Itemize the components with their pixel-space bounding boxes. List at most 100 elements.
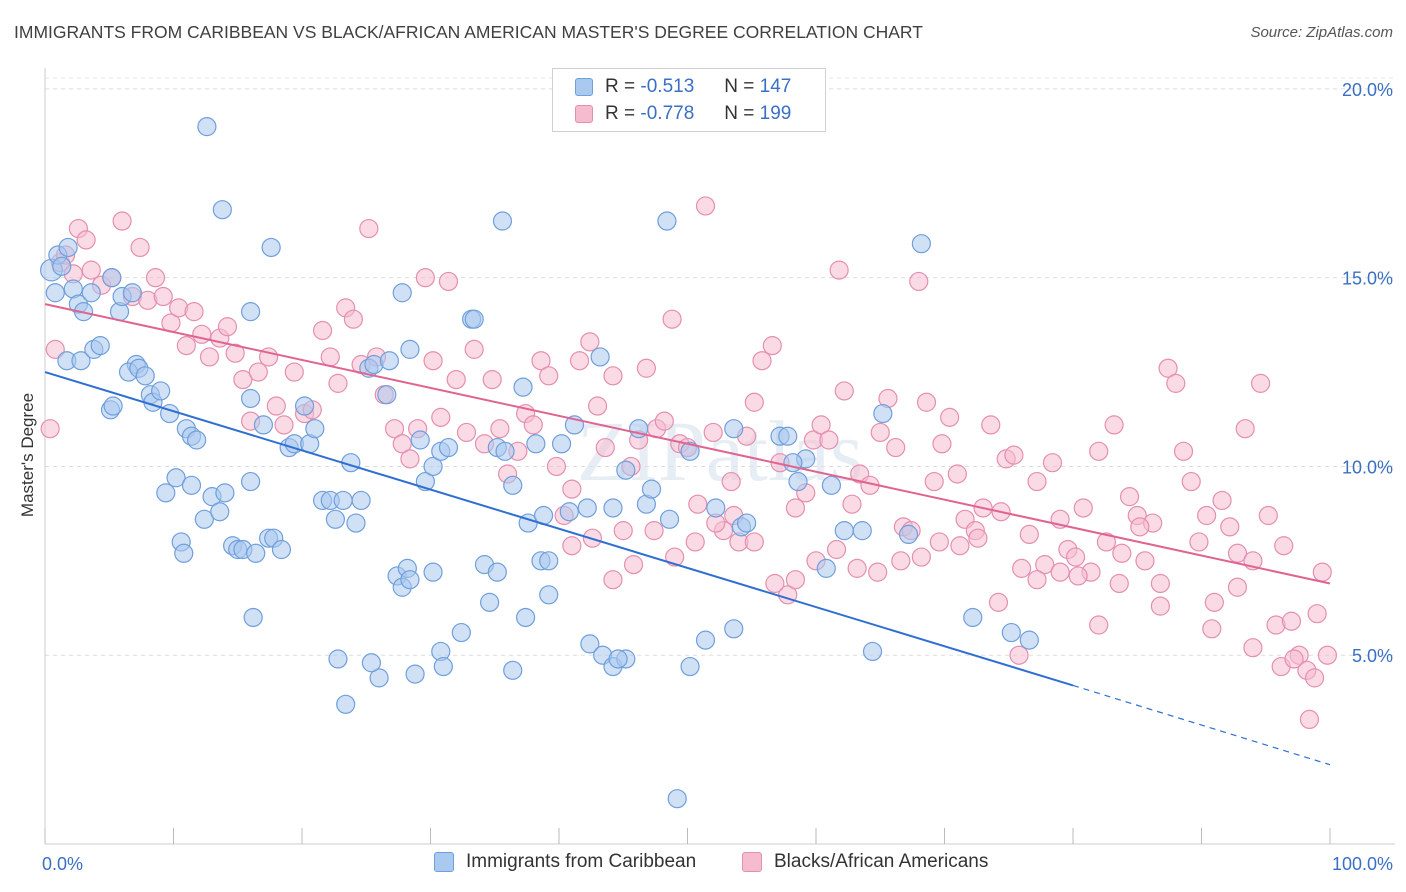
bottom-legend-caribbean: Immigrants from Caribbean [434, 851, 696, 873]
caribbean-point [151, 381, 171, 401]
caribbean-point [480, 592, 500, 612]
caribbean-point [135, 366, 155, 386]
blacks-point [1227, 577, 1248, 597]
blacks-point [834, 381, 854, 401]
blacks-point [988, 592, 1009, 612]
blacks-point [145, 268, 166, 288]
blacks-point [130, 237, 150, 258]
blacks-point [587, 396, 608, 416]
bottom-legend-blacks: Blacks/African Americans [742, 851, 988, 873]
blacks-point [384, 419, 405, 439]
caribbean-point [52, 256, 72, 276]
blacks-point [1204, 592, 1224, 612]
caribbean-point [241, 302, 261, 322]
caribbean-point [724, 619, 744, 639]
blacks-point [1158, 358, 1178, 378]
caribbean-point [346, 513, 366, 533]
bottom-legend-swatch-blacks [742, 852, 762, 872]
caribbean-point [351, 490, 371, 511]
blacks-point [1181, 471, 1201, 492]
caribbean-point [1001, 622, 1021, 643]
blacks-point [1068, 566, 1088, 586]
y-tick-label: 5.0% [1352, 646, 1393, 666]
blacks-point [1307, 604, 1327, 624]
blacks-point [312, 320, 333, 341]
blacks-point [1119, 487, 1140, 507]
blacks-point [562, 536, 582, 556]
legend-row-blacks: R = -0.778 N = 199 [575, 102, 791, 126]
caribbean-point [852, 521, 872, 541]
blacks-point [1312, 562, 1332, 582]
caribbean-point [90, 336, 110, 356]
caribbean-point [559, 502, 579, 522]
blacks-point [523, 415, 543, 435]
caribbean-point [103, 396, 123, 416]
trend-line-caribbean [44, 371, 1074, 687]
blacks-point [531, 351, 551, 371]
blacks-point [603, 570, 623, 590]
blacks-point [81, 260, 101, 280]
blacks-point [1197, 505, 1217, 526]
blacks-point [870, 422, 890, 443]
caribbean-point [667, 789, 687, 809]
blacks-point [1042, 453, 1063, 473]
y-tick-label: 10.0% [1342, 457, 1393, 477]
caribbean-point [526, 434, 546, 454]
blacks-point [744, 392, 764, 412]
x-tick-labels: 0.0% 100.0% [42, 854, 1393, 874]
blacks-point [744, 532, 764, 552]
caribbean-point [81, 283, 101, 303]
blacks-point [595, 437, 615, 458]
blacks-point [225, 343, 245, 363]
caribbean-point [215, 483, 235, 503]
blacks-point [785, 570, 806, 590]
blacks-point [199, 347, 220, 367]
blacks-point [924, 471, 944, 492]
caribbean-point [379, 351, 399, 371]
blacks-point [762, 336, 782, 356]
grid-lines [45, 77, 1395, 656]
caribbean-point [659, 509, 680, 529]
blacks-point [968, 528, 988, 548]
caribbean-point [539, 585, 559, 605]
caribbean-point [241, 388, 261, 409]
y-tick-label: 15.0% [1342, 269, 1393, 289]
caribbean-point [641, 479, 662, 499]
blacks-point [665, 547, 685, 567]
caribbean-point [243, 607, 263, 628]
blacks-point [785, 498, 806, 518]
caribbean-point [261, 237, 281, 258]
legend-swatch-blacks [575, 105, 593, 123]
blacks-point [644, 521, 664, 541]
caribbean-point [451, 622, 471, 643]
caribbean-point [737, 513, 757, 533]
blacks-point [233, 370, 253, 390]
caribbean-point [657, 211, 677, 231]
caribbean-point [788, 471, 808, 492]
blacks-point [703, 422, 723, 443]
blacks-point [1073, 498, 1093, 518]
blacks-point [1274, 536, 1294, 556]
blacks-point [1212, 490, 1232, 511]
blacks-point [940, 407, 960, 427]
blacks-point [1096, 532, 1117, 552]
caribbean-point [325, 509, 346, 529]
caribbean-point [410, 430, 430, 450]
blacks-point [950, 536, 970, 556]
blacks-point [176, 336, 196, 356]
blacks-point [45, 339, 65, 359]
caribbean-point [181, 475, 202, 495]
y-tick-label: 20.0% [1342, 80, 1393, 100]
blacks-point [184, 302, 204, 322]
blacks-point [868, 562, 888, 582]
blacks-point [752, 351, 772, 371]
blacks-point [819, 430, 839, 450]
caribbean-point [503, 475, 523, 495]
caribbean-point [361, 653, 381, 673]
caribbean-point [246, 543, 266, 563]
caribbean-point [210, 502, 230, 522]
blacks-point [482, 370, 502, 390]
bottom-legend-label-caribbean: Immigrants from Caribbean [466, 851, 697, 872]
blacks-point [400, 449, 420, 469]
blacks-point [981, 415, 1001, 435]
